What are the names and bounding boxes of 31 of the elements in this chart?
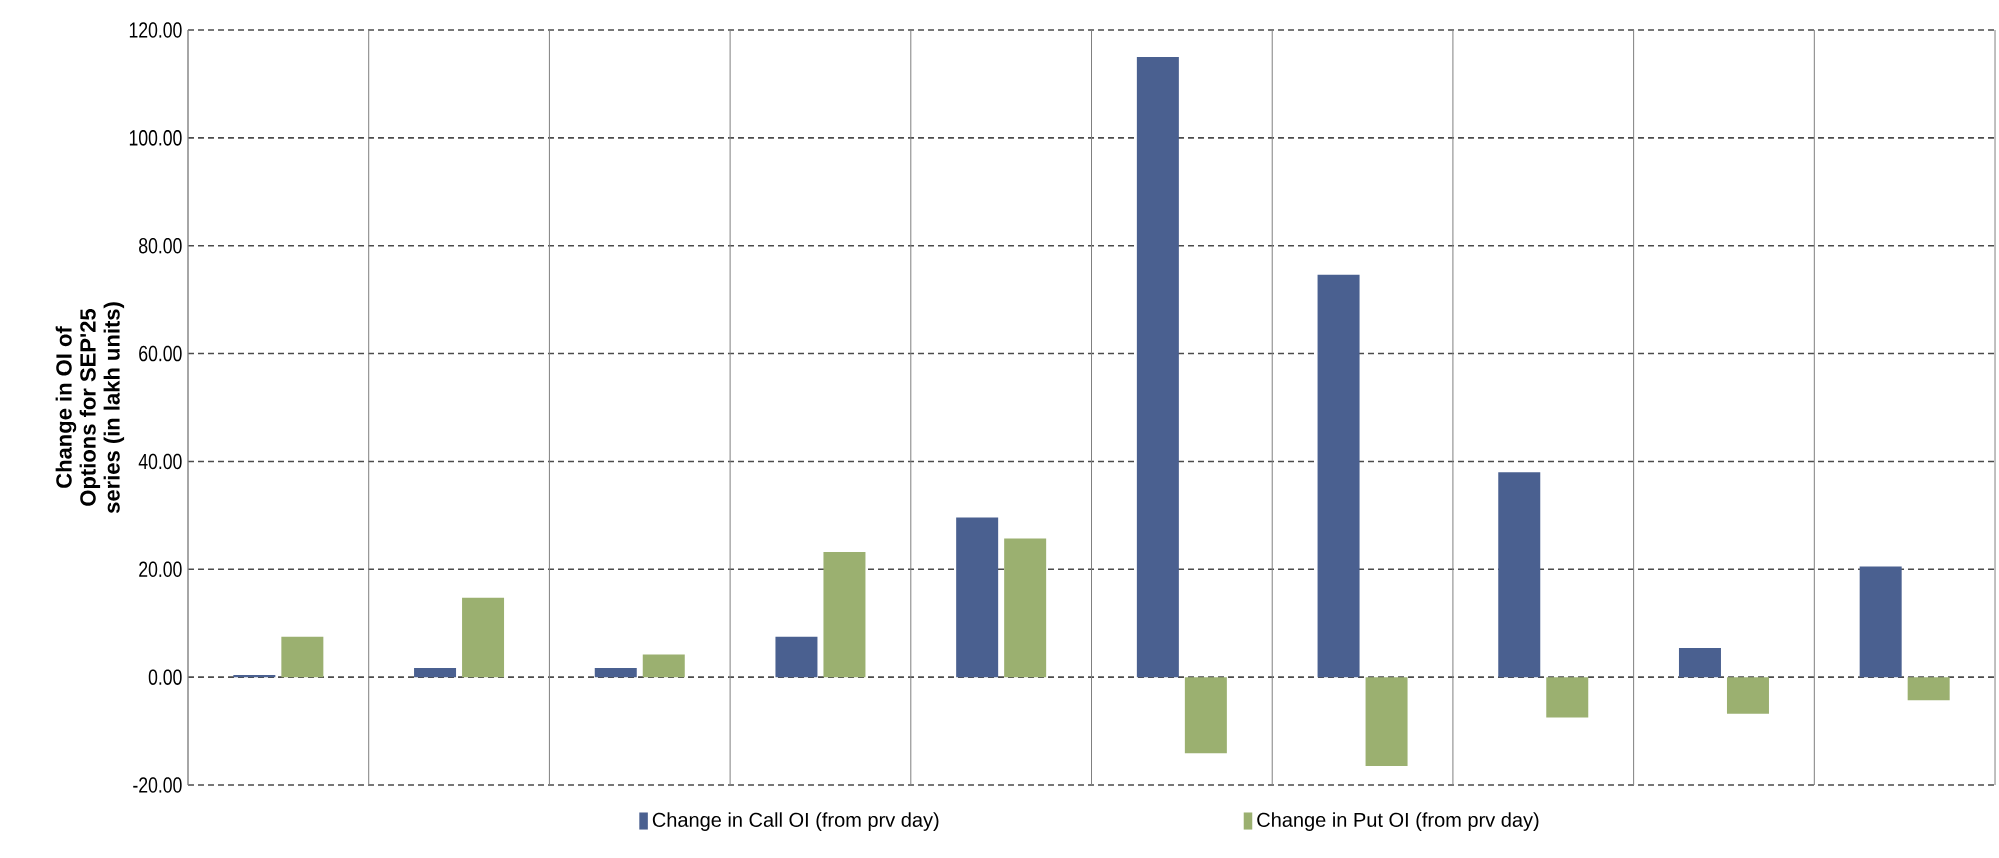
y-tick-label: -20.00 bbox=[133, 777, 182, 793]
bar bbox=[1678, 648, 1721, 678]
bar bbox=[775, 636, 818, 678]
bar bbox=[414, 667, 457, 678]
bar bbox=[1907, 677, 1950, 701]
y-tick-label: 120.00 bbox=[129, 22, 182, 38]
bar bbox=[1498, 472, 1541, 678]
bar bbox=[281, 636, 324, 678]
bar bbox=[1004, 538, 1047, 678]
bar bbox=[1136, 56, 1179, 678]
y-tick-label: 80.00 bbox=[139, 237, 182, 254]
legend-label: Change in Put OI (from prv day) bbox=[1257, 812, 1539, 831]
bar bbox=[233, 674, 276, 678]
y-axis-title: Change in OI of Options for SEP'25 series (in lakh units) bbox=[55, 302, 125, 514]
y-tick-label: 60.00 bbox=[139, 345, 182, 362]
bar bbox=[823, 552, 866, 678]
legend-label: Change in Call OI (from prv day) bbox=[652, 812, 939, 831]
bar bbox=[1546, 677, 1589, 718]
bar bbox=[1365, 677, 1408, 767]
bar bbox=[1726, 677, 1769, 714]
bar bbox=[956, 517, 999, 678]
y-tick-label: 40.00 bbox=[138, 453, 182, 470]
y-tick-label: 100.00 bbox=[129, 130, 182, 146]
bar bbox=[462, 597, 505, 678]
bar bbox=[1317, 274, 1360, 678]
bar bbox=[1184, 677, 1227, 754]
bar bbox=[1859, 566, 1902, 678]
bar bbox=[642, 654, 685, 678]
y-tick-label: 0.00 bbox=[148, 669, 182, 685]
y-tick-label: 20.00 bbox=[139, 561, 182, 578]
bar bbox=[594, 667, 637, 678]
